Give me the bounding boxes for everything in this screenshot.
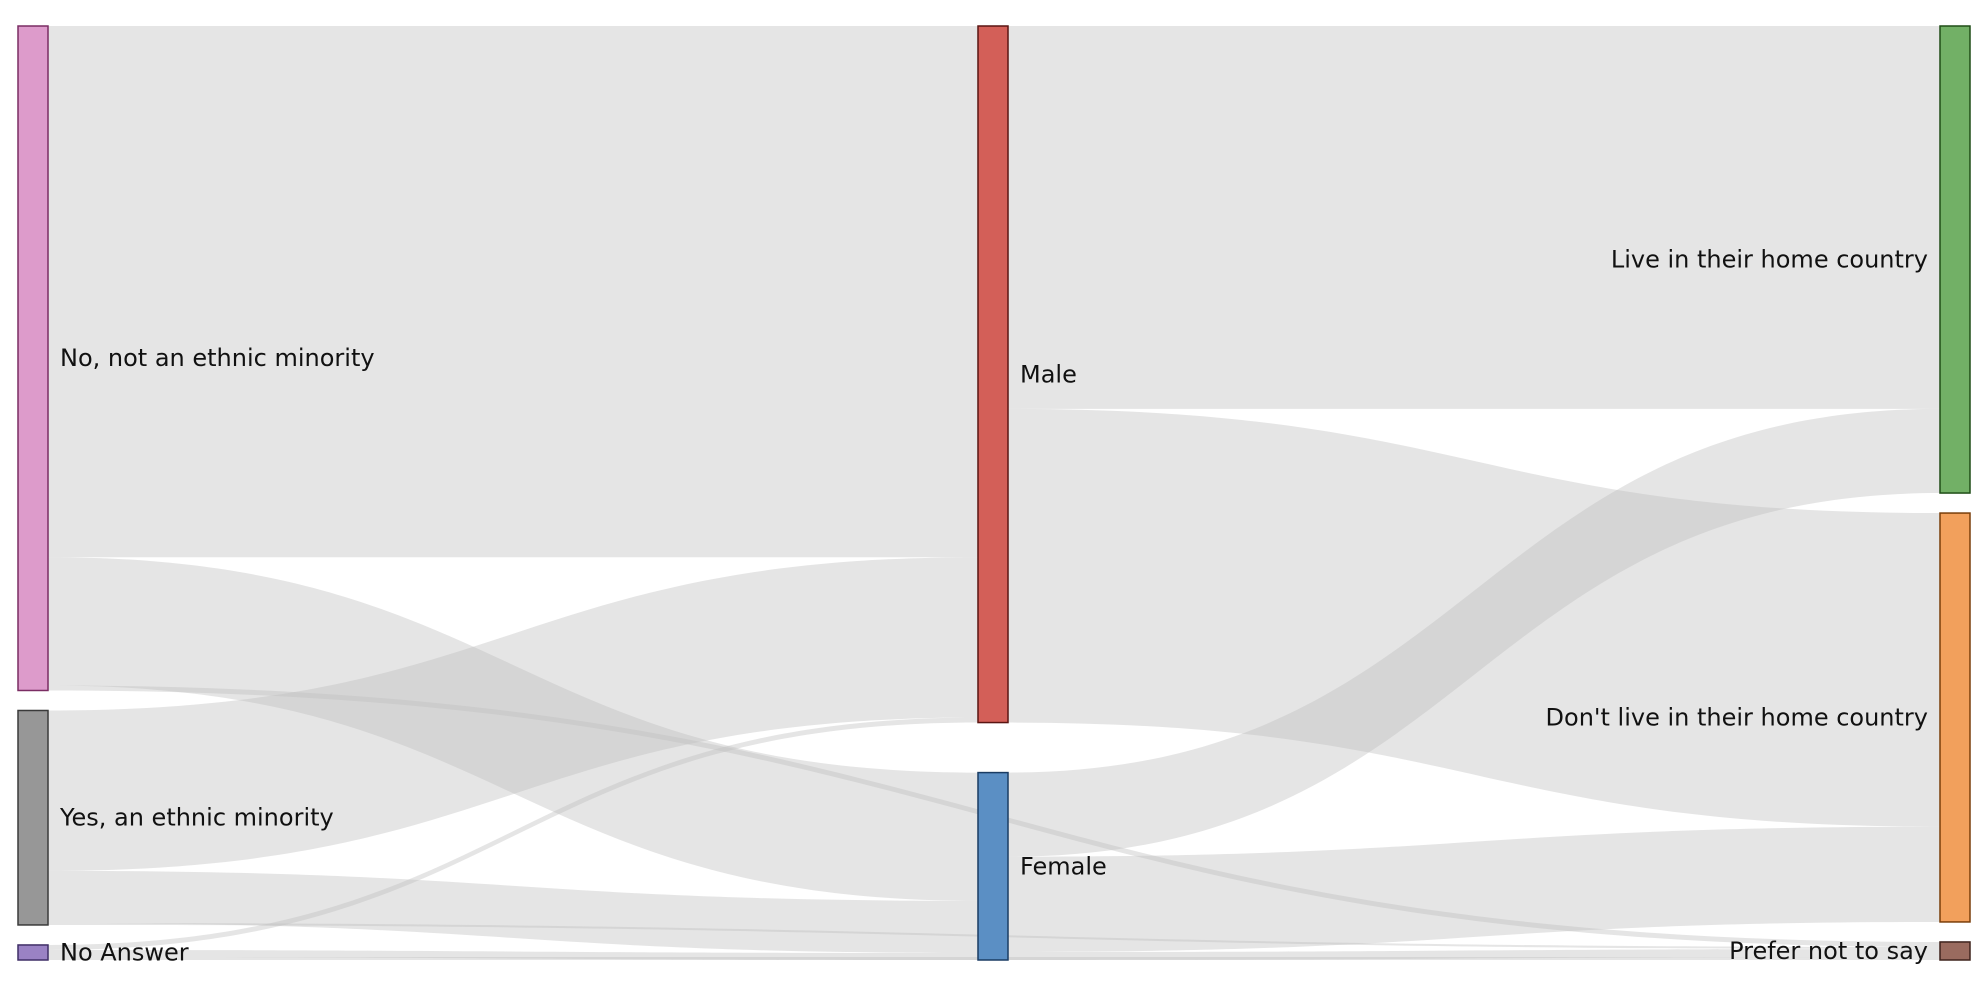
node-no_minority[interactable]	[17, 25, 49, 692]
link-female-to-prefer_not[interactable]	[1008, 948, 1940, 960]
node-label-male: Male	[1020, 360, 1077, 388]
node-label-female: Female	[1020, 852, 1107, 880]
node-female[interactable]	[977, 771, 1009, 961]
link-male-to-live_home[interactable]	[1008, 26, 1940, 409]
node-live_home[interactable]	[1939, 25, 1971, 494]
link-no_minority-to-male[interactable]	[48, 26, 978, 558]
link-no_answer-to-female[interactable]	[48, 949, 978, 960]
link-female-to-live_home[interactable]	[1008, 408, 1940, 857]
node-male[interactable]	[977, 25, 1009, 724]
link-no_minority-to-female[interactable]	[48, 557, 978, 901]
link-yes_minority-to-male[interactable]	[48, 557, 978, 871]
node-label-prefer_not: Prefer not to say	[1729, 937, 1928, 965]
nodes-layer	[17, 25, 1971, 961]
node-label-no_answer: No Answer	[60, 938, 189, 966]
link-male-to-not_live_home[interactable]	[1008, 408, 1940, 827]
node-label-no_minority: No, not an ethnic minority	[60, 344, 375, 372]
node-label-live_home: Live in their home country	[1611, 246, 1928, 274]
node-label-yes_minority: Yes, an ethnic minority	[59, 804, 334, 832]
node-label-not_live_home: Don't live in their home country	[1546, 704, 1928, 732]
link-female-to-not_live_home[interactable]	[1008, 826, 1940, 952]
node-no_answer[interactable]	[17, 944, 49, 961]
link-yes_minority-to-female[interactable]	[48, 870, 978, 953]
node-yes_minority[interactable]	[17, 709, 49, 926]
node-prefer_not[interactable]	[1939, 941, 1971, 961]
link-no_answer-to-male[interactable]	[48, 717, 978, 950]
labels-layer: No, not an ethnic minority Yes, an ethnic…	[59, 246, 1928, 967]
node-not_live_home[interactable]	[1939, 512, 1971, 923]
